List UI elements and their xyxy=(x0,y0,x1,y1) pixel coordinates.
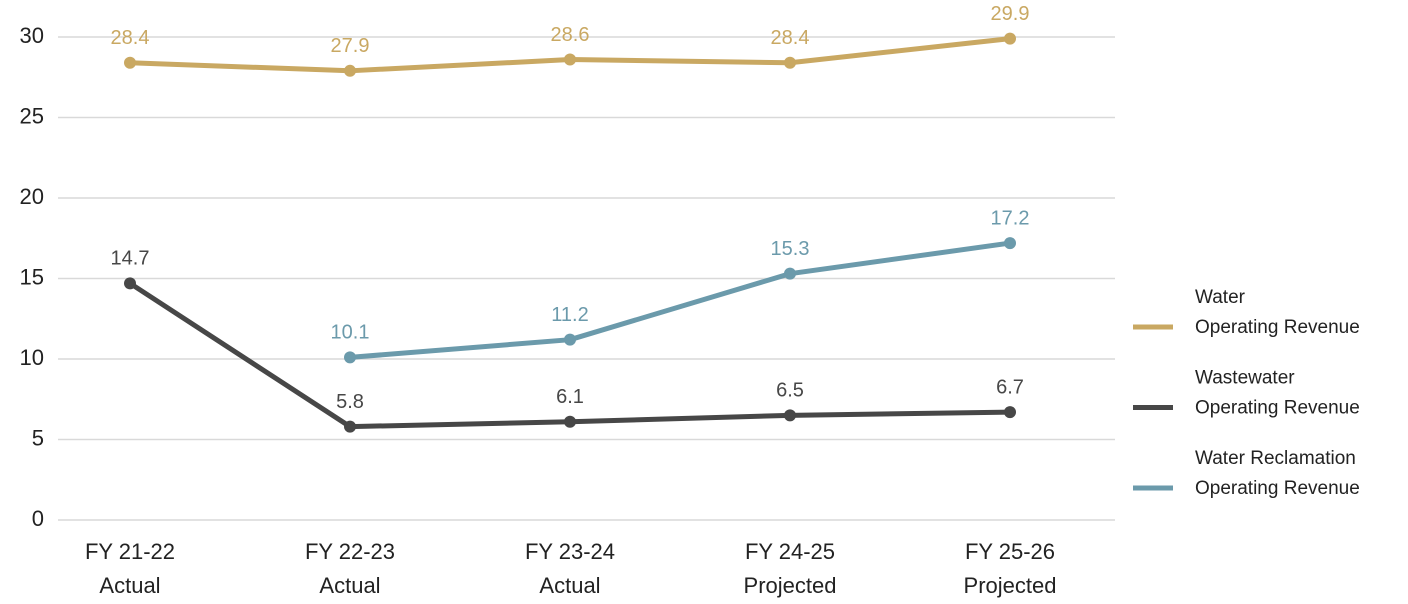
data-label: 6.5 xyxy=(776,380,804,402)
data-point xyxy=(784,409,796,422)
y-tick-label: 20 xyxy=(20,184,44,209)
y-tick-label: 30 xyxy=(20,23,44,48)
x-tick-label: FY 21-22 xyxy=(85,539,175,564)
legend-label: Operating Revenue xyxy=(1195,478,1360,499)
x-tick-label: FY 24-25 xyxy=(745,539,835,564)
x-tick-label: Actual xyxy=(99,573,160,598)
data-point xyxy=(564,333,576,346)
data-label: 28.4 xyxy=(771,27,810,49)
x-tick-label: FY 22-23 xyxy=(305,539,395,564)
data-point xyxy=(564,53,576,66)
series-line xyxy=(349,240,1011,360)
data-point xyxy=(344,420,356,433)
x-tick-label: Actual xyxy=(539,573,600,598)
y-tick-label: 10 xyxy=(20,345,44,370)
legend-label: Operating Revenue xyxy=(1195,317,1360,338)
legend-label: Water Reclamation xyxy=(1195,448,1356,469)
data-label: 6.7 xyxy=(996,376,1024,398)
data-label: 14.7 xyxy=(111,248,150,270)
data-label: 6.1 xyxy=(556,386,584,408)
data-label: 5.8 xyxy=(336,391,364,413)
legend-label: Wastewater xyxy=(1195,368,1295,389)
data-label: 10.1 xyxy=(331,322,370,344)
x-tick-label: Projected xyxy=(964,573,1057,598)
data-point xyxy=(344,351,356,364)
y-tick-label: 5 xyxy=(32,425,44,450)
data-point xyxy=(124,277,136,290)
y-tick-label: 0 xyxy=(32,506,44,531)
data-label: 11.2 xyxy=(551,304,588,326)
data-point xyxy=(784,56,796,69)
x-tick-label: FY 23-24 xyxy=(525,539,615,564)
data-label: 29.9 xyxy=(991,3,1030,25)
data-point xyxy=(124,56,136,69)
data-point xyxy=(564,415,576,428)
data-label: 27.9 xyxy=(331,35,370,57)
data-point xyxy=(1004,406,1016,419)
y-tick-label: 25 xyxy=(20,103,44,128)
data-label: 15.3 xyxy=(771,238,810,260)
y-tick-label: 15 xyxy=(20,264,44,289)
data-point xyxy=(784,267,796,280)
x-tick-label: Projected xyxy=(744,573,837,598)
data-point xyxy=(1004,32,1016,45)
legend-label: Water xyxy=(1195,287,1246,308)
data-label: 28.6 xyxy=(551,24,590,46)
data-point xyxy=(344,64,356,77)
data-label: 28.4 xyxy=(111,27,150,49)
data-label: 17.2 xyxy=(991,207,1030,229)
x-tick-label: Actual xyxy=(319,573,380,598)
legend-label: Operating Revenue xyxy=(1195,398,1360,419)
x-tick-label: FY 25-26 xyxy=(965,539,1055,564)
data-point xyxy=(1004,237,1016,250)
